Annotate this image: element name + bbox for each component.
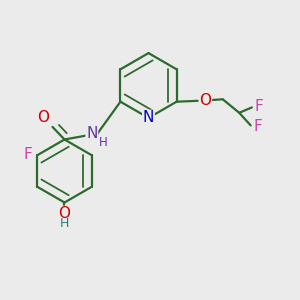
Text: O: O bbox=[58, 206, 70, 221]
Text: F: F bbox=[253, 119, 262, 134]
Text: O: O bbox=[37, 110, 49, 125]
Text: O: O bbox=[200, 93, 211, 108]
Text: N: N bbox=[86, 126, 98, 141]
Text: H: H bbox=[99, 136, 108, 149]
Text: N: N bbox=[143, 110, 154, 125]
Text: F: F bbox=[24, 147, 33, 162]
Text: H: H bbox=[60, 217, 69, 230]
Text: F: F bbox=[254, 99, 263, 114]
